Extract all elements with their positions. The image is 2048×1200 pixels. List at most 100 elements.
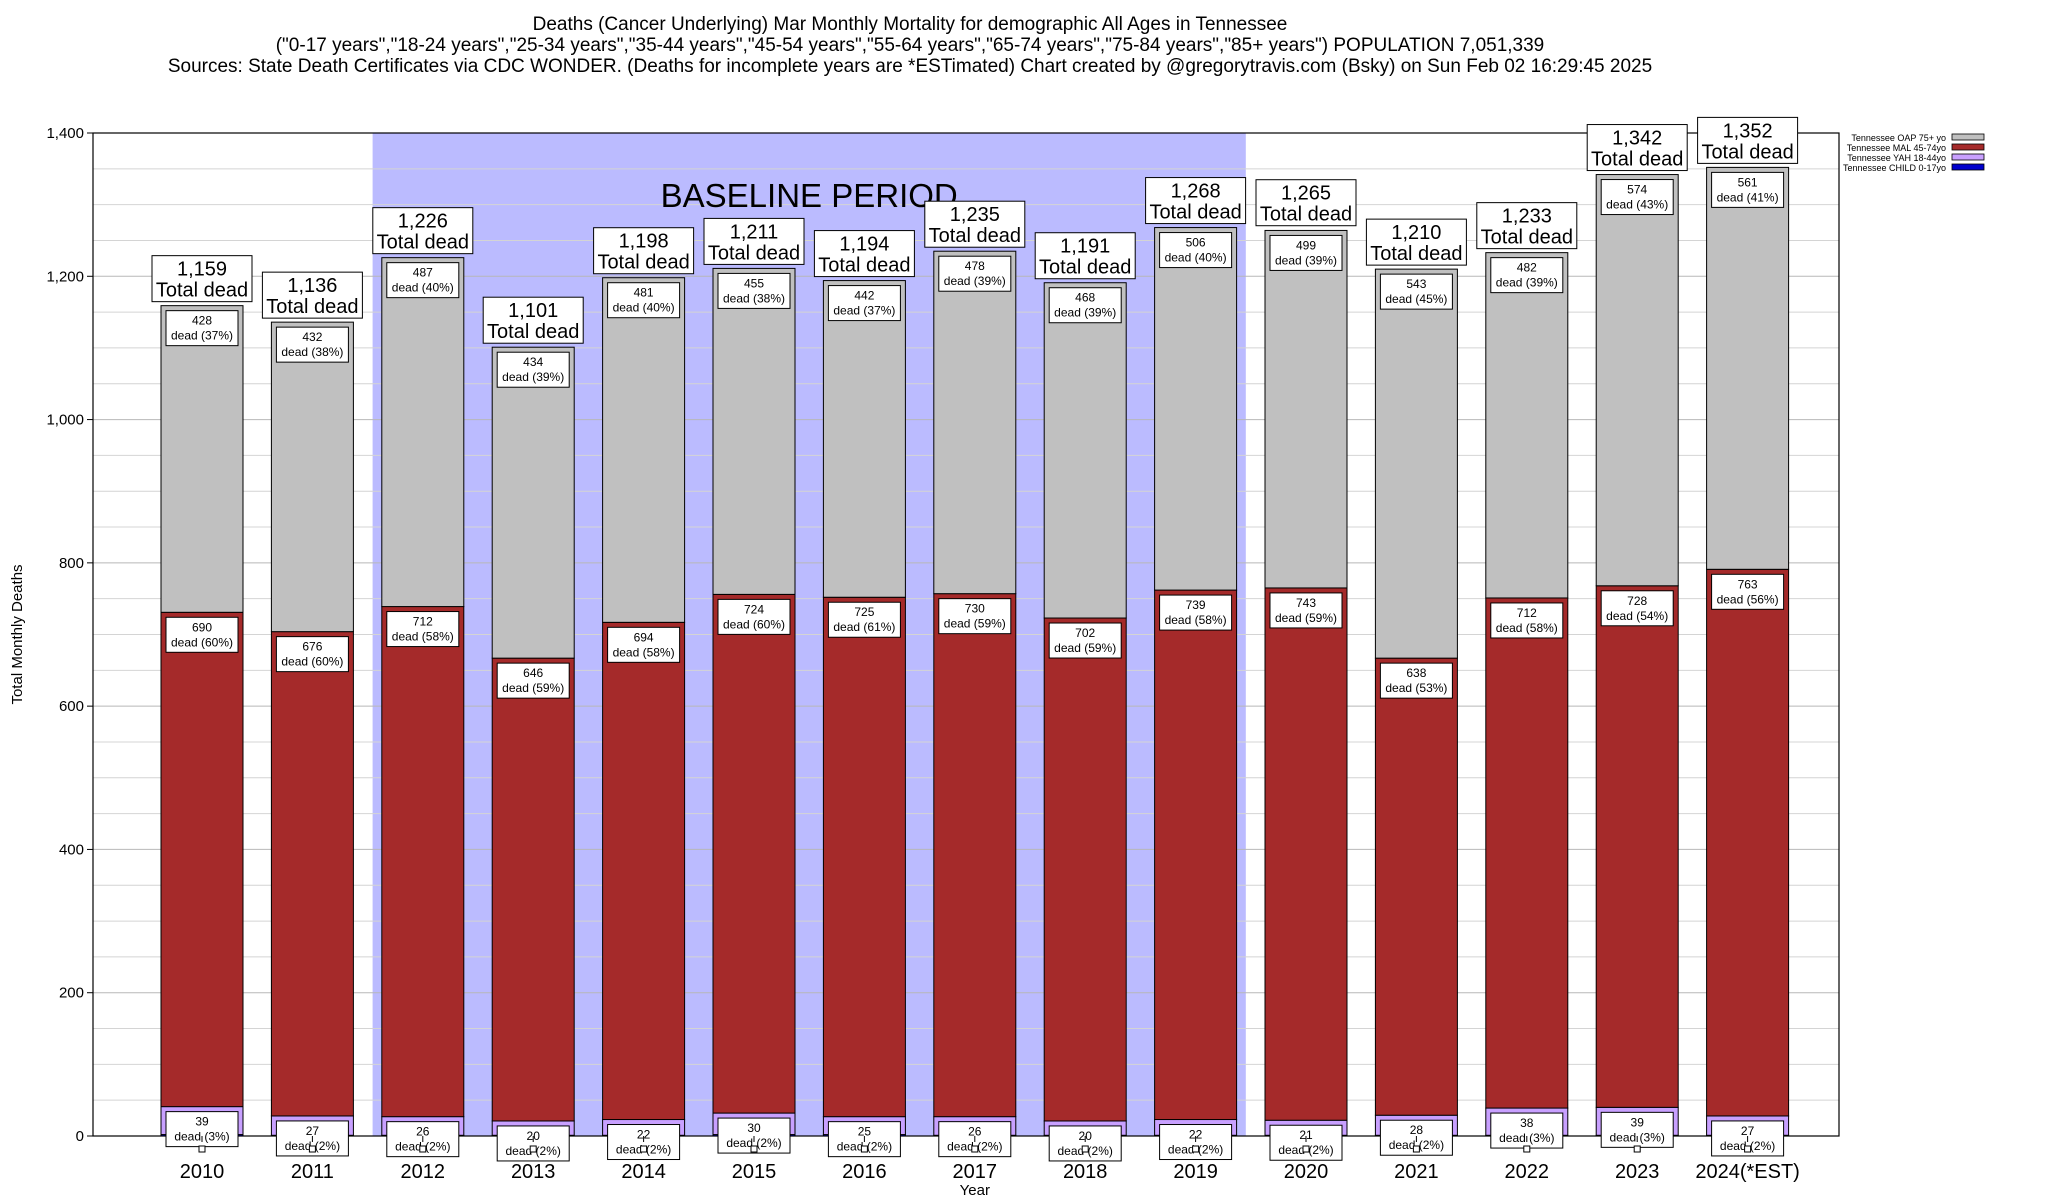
bar-segment [381,257,465,608]
segment-label-box [938,598,1012,635]
segment-label-box [1048,287,1122,324]
total-label-box [1255,179,1357,227]
x-tick-label: 2018 [1063,1161,1108,1183]
segment-label-pct: dead (41%) [1717,190,1779,204]
segment-label-value: 432 [302,330,322,344]
x-tick-label: 2023 [1615,1161,1660,1183]
x-tick-label: 2022 [1505,1161,1550,1183]
segment-label-pct: dead (61%) [833,620,895,634]
total-label-box [813,230,915,278]
segment-label-pct: dead (39%) [502,370,564,384]
total-label-value: 1,265 [1281,183,1331,205]
segment-label-box [275,636,349,673]
y-tick-label: 200 [59,985,84,1002]
total-label-value: 1,198 [619,231,669,253]
segment-label-pct: dead (54%) [1606,609,1668,623]
segment-label-pct: dead (38%) [723,291,785,305]
legend-label: Tennessee MAL 45-74yo [1847,143,1946,153]
segment-label-value: 739 [1186,598,1206,612]
bar-segment [1485,252,1569,599]
segment-label-pct: dead (59%) [944,617,1006,631]
legend-label: Tennessee YAH 18-44yo [1847,153,1946,163]
segment-label-value: 468 [1075,291,1095,305]
segment-label-box [496,662,570,699]
segment-label-value: 730 [965,602,985,616]
chart-source: Sources: State Death Certificates via CD… [167,56,1653,77]
total-label-box [482,296,584,344]
segment-label-pct: dead (38%) [281,345,343,359]
child-marker [1633,1145,1641,1153]
segment-label-box [165,310,239,347]
segment-label-box [386,611,460,648]
bar-segment [712,267,796,595]
total-label-box [1145,177,1247,225]
legend-label: Tennessee CHILD 0-17yo [1843,163,1946,173]
segment-label-value: 646 [523,666,543,680]
total-label-value: 1,191 [1060,236,1110,258]
bar-segment [1043,282,1127,619]
chart-title: Deaths (Cancer Underlying) Mar Monthly M… [532,14,1288,35]
segment-label-value: 487 [413,266,433,280]
segment-label-value: 22 [1189,1128,1203,1142]
total-label-box [372,207,474,255]
segment-label-pct: dead (2%) [1389,1138,1444,1152]
segment-label-value: 676 [302,640,322,654]
x-tick-label: 2016 [842,1161,887,1183]
segment-label-value: 20 [1079,1129,1093,1143]
segment-label-box [1379,662,1453,699]
child-marker [1744,1145,1752,1153]
y-tick-label: 400 [59,841,84,858]
segment-label-box [827,285,901,322]
x-tick-label: 2020 [1284,1161,1329,1183]
child-marker [640,1145,648,1153]
segment-label-value: 481 [634,286,654,300]
bar-segment [1374,268,1458,659]
segment-label-value: 39 [195,1115,209,1129]
y-tick-label: 0 [76,1128,84,1145]
bar-segment [1595,585,1679,1108]
total-label-suffix: Total dead [156,280,248,302]
segment-label-pct: dead (39%) [1496,276,1558,290]
total-label-suffix: Total dead [1149,202,1241,224]
total-label-value: 1,226 [398,211,448,233]
segment-label-pct: dead (59%) [1275,611,1337,625]
legend-label: Tennessee OAP 75+ yo [1851,133,1946,143]
segment-label-value: 506 [1186,236,1206,250]
segment-label-value: 434 [523,355,543,369]
total-label-suffix: Total dead [1370,243,1462,265]
segment-label-box [1600,179,1674,216]
bar-segment [160,305,244,613]
legend-swatch [1951,133,1985,141]
segment-label-box [717,272,791,309]
segment-label-box [1159,232,1233,269]
bar-segment [1154,227,1238,591]
segment-label-box [1490,257,1564,294]
segment-label-pct: dead (60%) [171,635,233,649]
segment-label-box [1269,234,1343,271]
segment-label-value: 482 [1517,261,1537,275]
segment-label-box [1379,273,1453,310]
total-label-box [924,200,1026,248]
y-tick-label: 1,400 [46,125,84,142]
child-marker [750,1145,758,1153]
child-marker [529,1145,537,1153]
segment-label-pct: dead (40%) [1165,251,1227,265]
segment-label-pct: dead (40%) [613,301,675,315]
segment-label-value: 690 [192,620,212,634]
segment-label-box [717,598,791,635]
segment-label-pct: dead (40%) [392,281,454,295]
total-label-suffix: Total dead [929,225,1021,247]
segment-label-box [1048,1125,1122,1162]
x-tick-label: 2012 [401,1161,446,1183]
segment-label-pct: dead (58%) [392,630,454,644]
bar-segment [602,277,686,623]
segment-label-pct: dead (39%) [944,274,1006,288]
x-tick-label: 2017 [953,1161,998,1183]
segment-label-pct: dead (60%) [281,655,343,669]
total-label-box [1365,218,1467,266]
bar-segment [1264,229,1348,589]
baseline-label: BASELINE PERIOD [661,177,958,214]
total-label-suffix: Total dead [708,242,800,264]
segment-label-box [1269,1124,1343,1161]
child-marker [419,1145,427,1153]
